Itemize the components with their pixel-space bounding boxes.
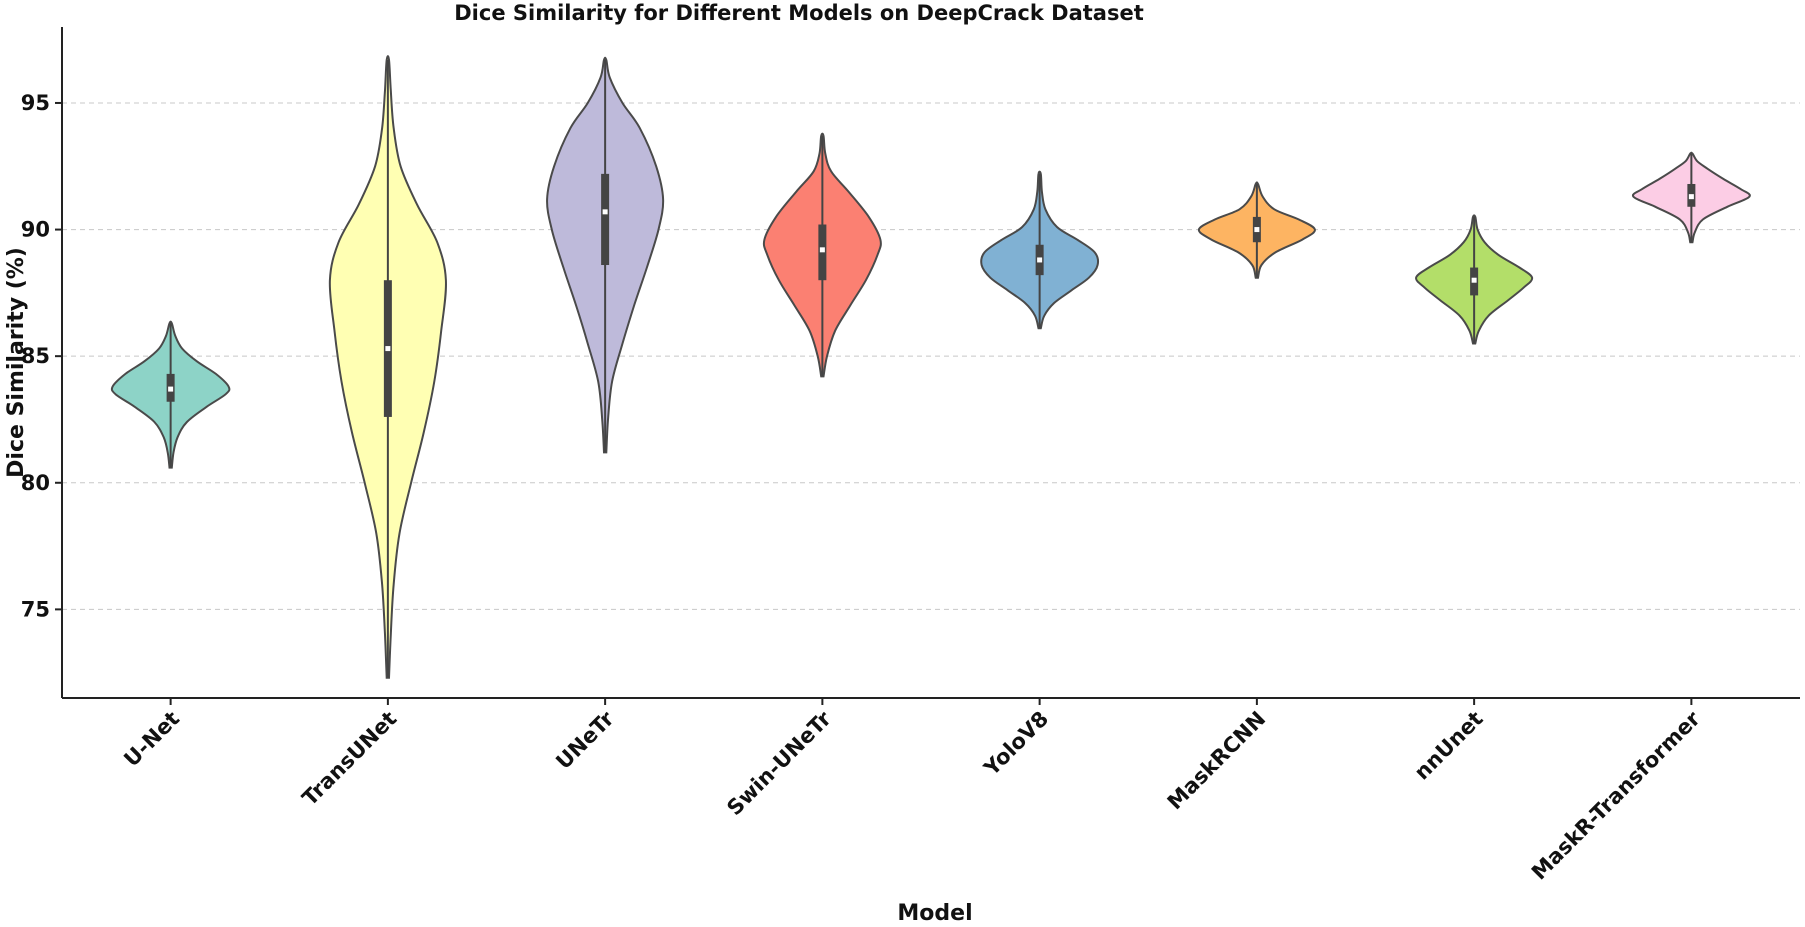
y-tick-label: 95 bbox=[21, 91, 50, 115]
violin-layer bbox=[110, 55, 1751, 679]
y-tick-label: 80 bbox=[21, 471, 50, 495]
x-tick-label: U-Net bbox=[119, 707, 184, 772]
y-axis-title: Dice Similarity (%) bbox=[4, 247, 29, 478]
x-tick-label: YoloV8 bbox=[979, 707, 1053, 781]
violin-median bbox=[1037, 257, 1043, 263]
violin-iqr-box bbox=[818, 224, 827, 281]
x-tick-label: MaskRCNN bbox=[1163, 707, 1271, 815]
violin-u-net bbox=[110, 320, 231, 469]
x-axis-title: Model bbox=[897, 901, 972, 926]
violin-maskrcnn bbox=[1197, 181, 1316, 279]
x-tick-label: nnUnet bbox=[1410, 707, 1488, 785]
y-tick-layer: 75 80 85 90 95 bbox=[21, 91, 62, 621]
violin-median bbox=[385, 346, 391, 352]
violin-iqr-box bbox=[601, 173, 610, 266]
grid-layer bbox=[62, 102, 1800, 610]
violin-median bbox=[1688, 194, 1694, 200]
x-tick-label: Swin-UNeTr bbox=[722, 706, 836, 820]
violin-unetr bbox=[546, 56, 665, 454]
y-tick-label: 90 bbox=[21, 218, 50, 242]
chart-title: Dice Similarity for Different Models on … bbox=[454, 1, 1144, 25]
y-tick-label: 85 bbox=[21, 344, 50, 368]
violin-median bbox=[602, 209, 608, 215]
violin-swin-unetr bbox=[762, 132, 882, 378]
violin-median bbox=[1254, 227, 1260, 233]
y-tick-label: 75 bbox=[21, 597, 50, 621]
x-tick-label: UNeTr bbox=[551, 706, 619, 774]
x-tick-label: MaskR-Transformer bbox=[1527, 706, 1705, 884]
violin-median bbox=[168, 386, 174, 392]
violin-nnunet bbox=[1415, 214, 1534, 345]
x-tick-label: TransUNet bbox=[298, 707, 402, 811]
violin-yolov8 bbox=[980, 170, 1100, 330]
violin-maskr-transformer bbox=[1631, 151, 1751, 244]
violin-transunet bbox=[328, 55, 447, 679]
violin-median bbox=[819, 247, 825, 253]
x-tick-layer: U-Net TransUNet UNeTr Swin-UNeTr YoloV8 MaskR… bbox=[119, 698, 1705, 885]
violin-median bbox=[1471, 277, 1477, 283]
